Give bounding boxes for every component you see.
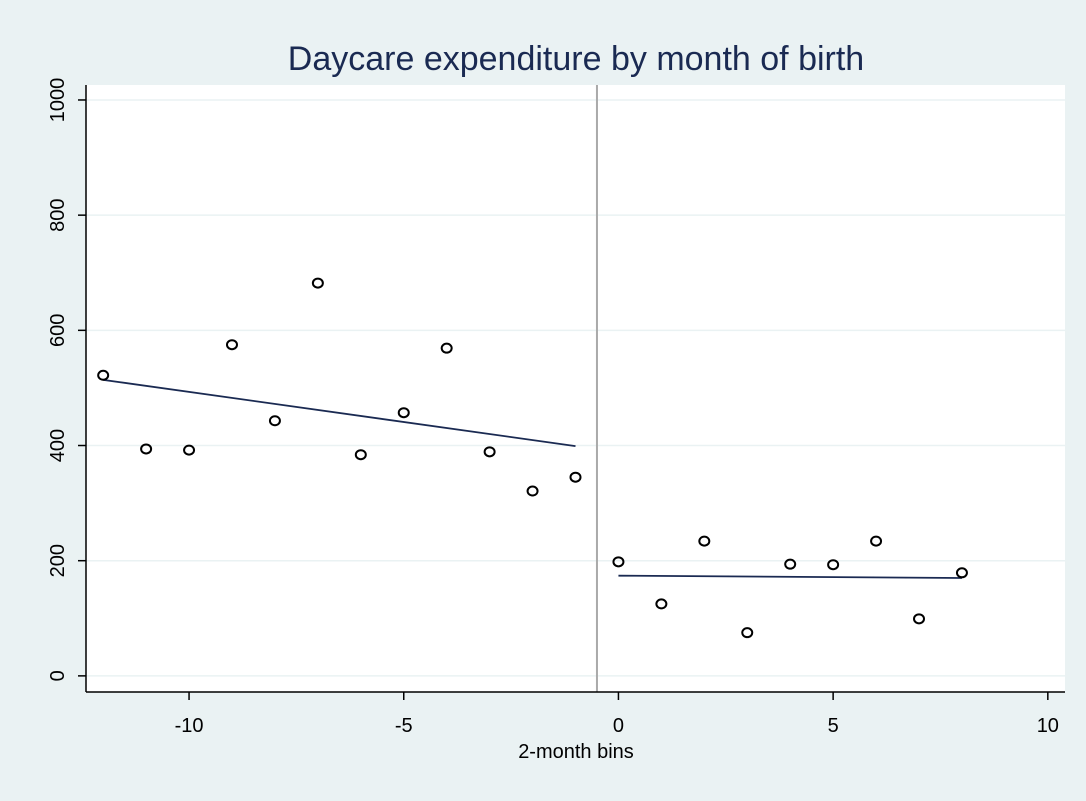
point	[612, 556, 625, 568]
plot-area	[86, 85, 1065, 692]
y-tick-label: 600	[47, 314, 69, 347]
chart-title: Daycare expenditure by month of birth	[288, 40, 864, 78]
point	[784, 558, 797, 570]
point	[183, 444, 196, 456]
point	[311, 277, 324, 289]
x-tick-label: 0	[613, 715, 624, 737]
point	[569, 471, 582, 483]
fit-line	[618, 574, 962, 579]
marks	[97, 85, 968, 692]
fit-line	[103, 378, 576, 447]
point	[913, 613, 926, 625]
point	[268, 415, 281, 427]
point	[870, 535, 883, 547]
y-tick-label: 200	[47, 544, 69, 577]
point	[526, 485, 539, 497]
point	[483, 446, 496, 458]
point	[655, 598, 668, 610]
point	[354, 449, 367, 461]
point	[97, 369, 110, 381]
x-tick-label: -10	[175, 715, 204, 737]
point	[140, 443, 153, 455]
y-tick-label: 0	[47, 670, 69, 681]
y-tick-label: 800	[47, 198, 69, 231]
point	[955, 567, 968, 579]
x-tick-label: 5	[828, 715, 839, 737]
point	[440, 342, 453, 354]
point	[741, 627, 754, 639]
point	[698, 535, 711, 547]
point	[827, 559, 840, 571]
x-axis-label: 2-month bins	[518, 741, 634, 763]
y-tick-label: 1000	[47, 78, 69, 123]
y-tick-label: 400	[47, 429, 69, 462]
point	[397, 407, 410, 419]
point	[225, 339, 238, 351]
x-tick-label: 10	[1037, 715, 1059, 737]
x-tick-label: -5	[395, 715, 413, 737]
